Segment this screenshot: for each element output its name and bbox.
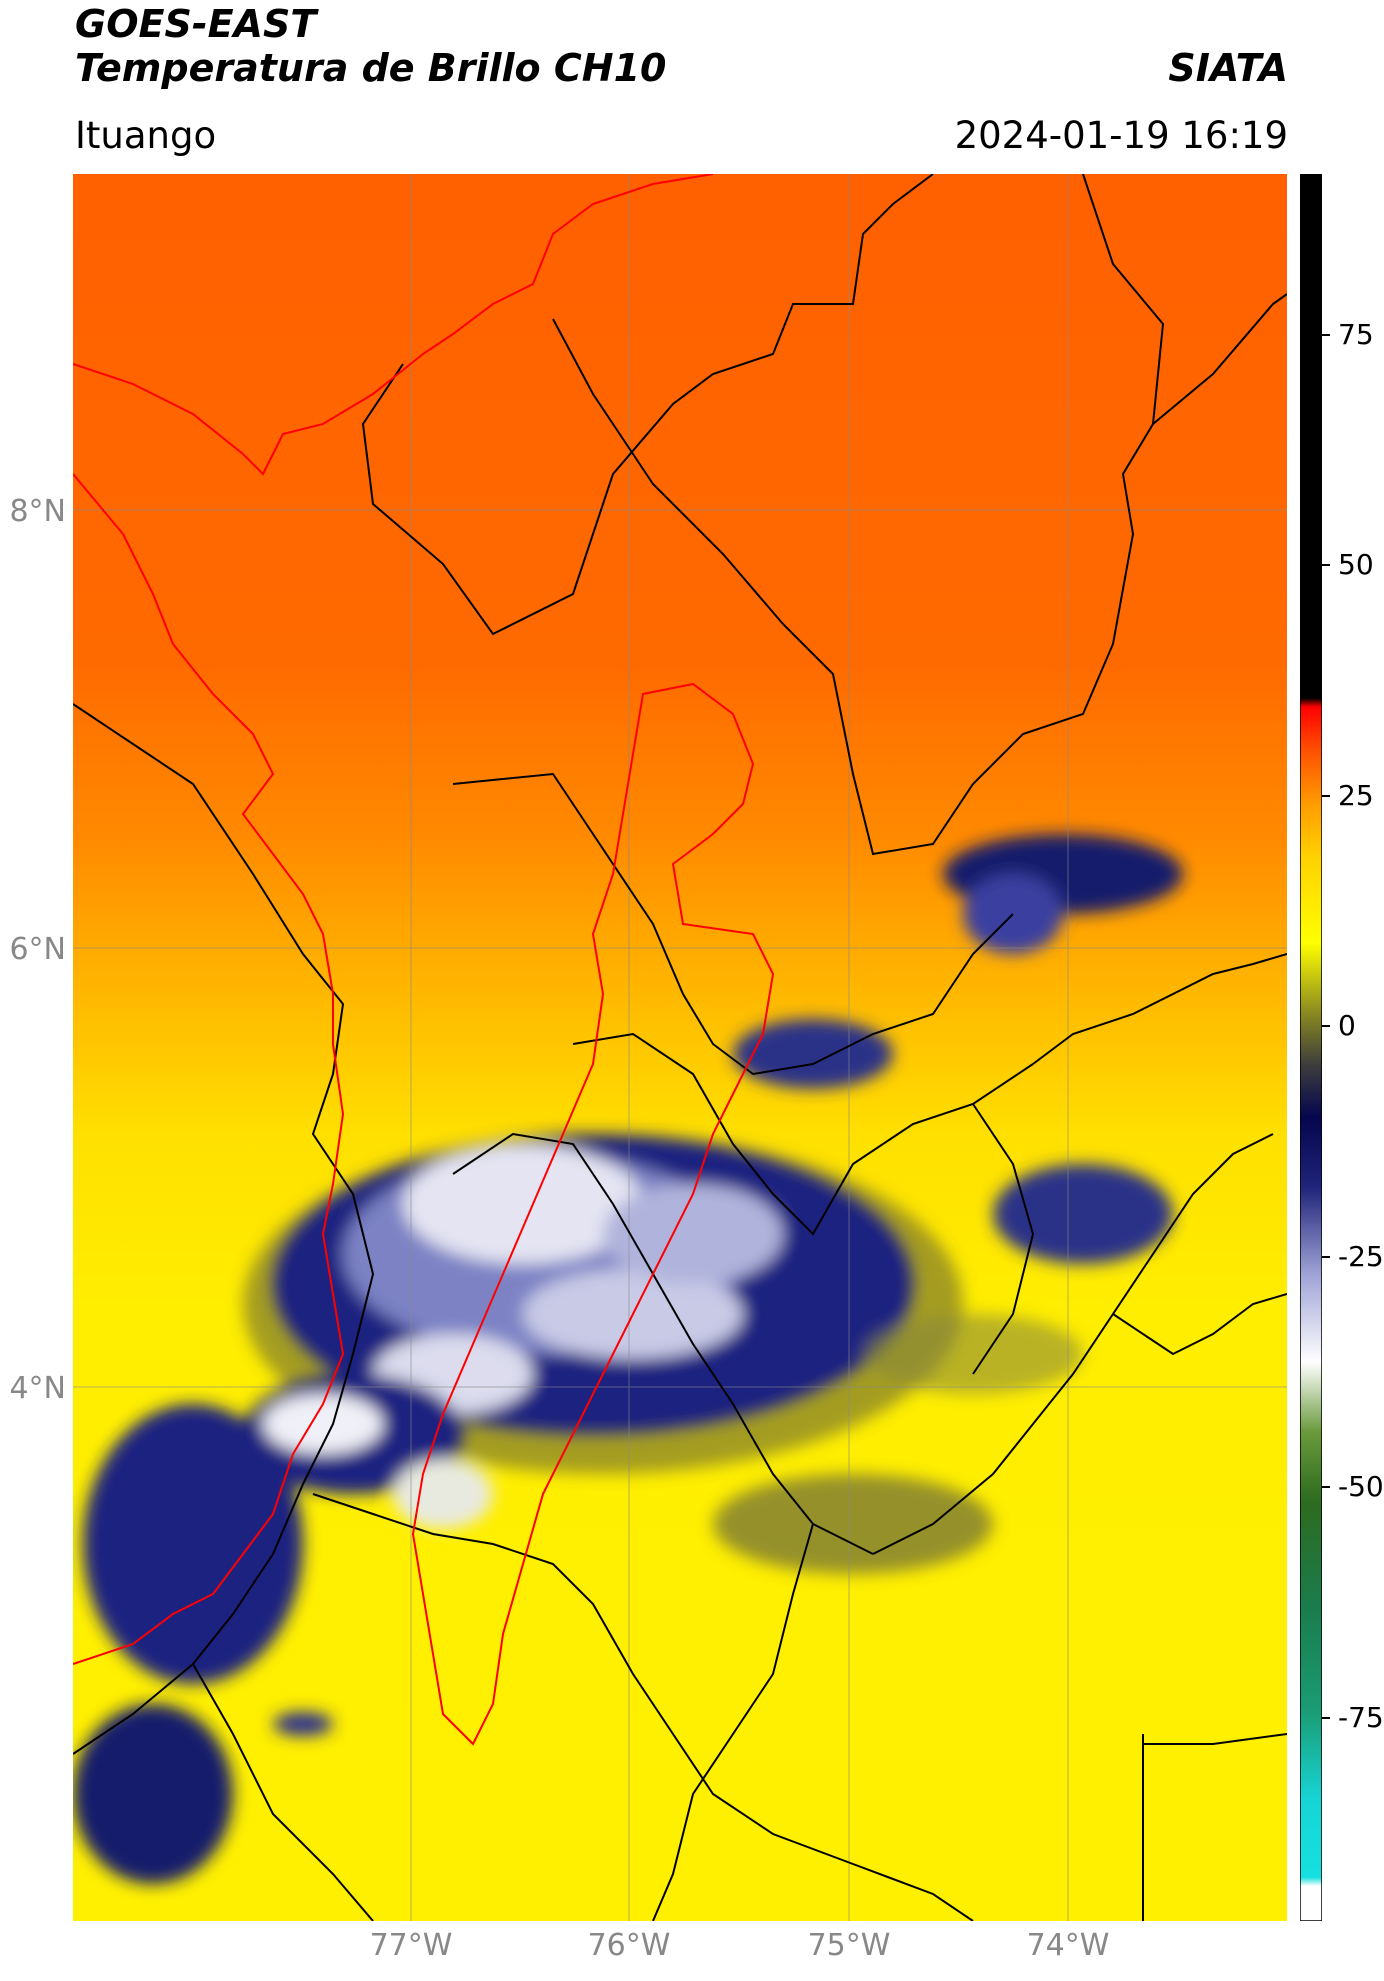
colorbar-label-minus50: -50 (1338, 1470, 1384, 1503)
colorbar-tick (1322, 1717, 1330, 1719)
lon-label-74w: 74°W (1026, 1928, 1110, 1963)
lon-label-76w: 76°W (587, 1928, 671, 1963)
lat-label-6n: 6°N (9, 932, 66, 967)
colorbar-label-minus25: -25 (1338, 1240, 1384, 1273)
colorbar-tick (1322, 564, 1330, 566)
colorbar-label-25: 25 (1338, 779, 1374, 812)
colorbar-label-minus75: -75 (1338, 1701, 1384, 1734)
satellite-map (73, 174, 1287, 1921)
lon-label-77w: 77°W (369, 1928, 453, 1963)
datetime-label: 2024-01-19 16:19 (954, 114, 1288, 157)
location-label: Ituango (75, 114, 217, 157)
colorbar-tick (1322, 795, 1330, 797)
graticule (73, 174, 1287, 1921)
colorbar-tick (1322, 1486, 1330, 1488)
colorbar-tick (1322, 1256, 1330, 1258)
colorbar-label-50: 50 (1338, 548, 1374, 581)
colorbar-gradient (1300, 174, 1322, 1921)
colorbar-label-0: 0 (1338, 1009, 1356, 1042)
red-outlines (73, 174, 775, 1746)
lat-label-8n: 8°N (9, 494, 66, 529)
lat-label-4n: 4°N (9, 1371, 66, 1406)
admin-borders (73, 174, 1287, 1921)
organization-label: SIATA (1168, 46, 1288, 90)
colorbar (1300, 174, 1322, 1921)
title-line2: Temperatura de Brillo CH10 (75, 46, 667, 90)
title-line1: GOES-EAST (75, 2, 317, 46)
lon-label-75w: 75°W (807, 1928, 891, 1963)
colorbar-tick (1322, 334, 1330, 336)
colorbar-label-75: 75 (1338, 318, 1374, 351)
colorbar-tick (1322, 1025, 1330, 1027)
